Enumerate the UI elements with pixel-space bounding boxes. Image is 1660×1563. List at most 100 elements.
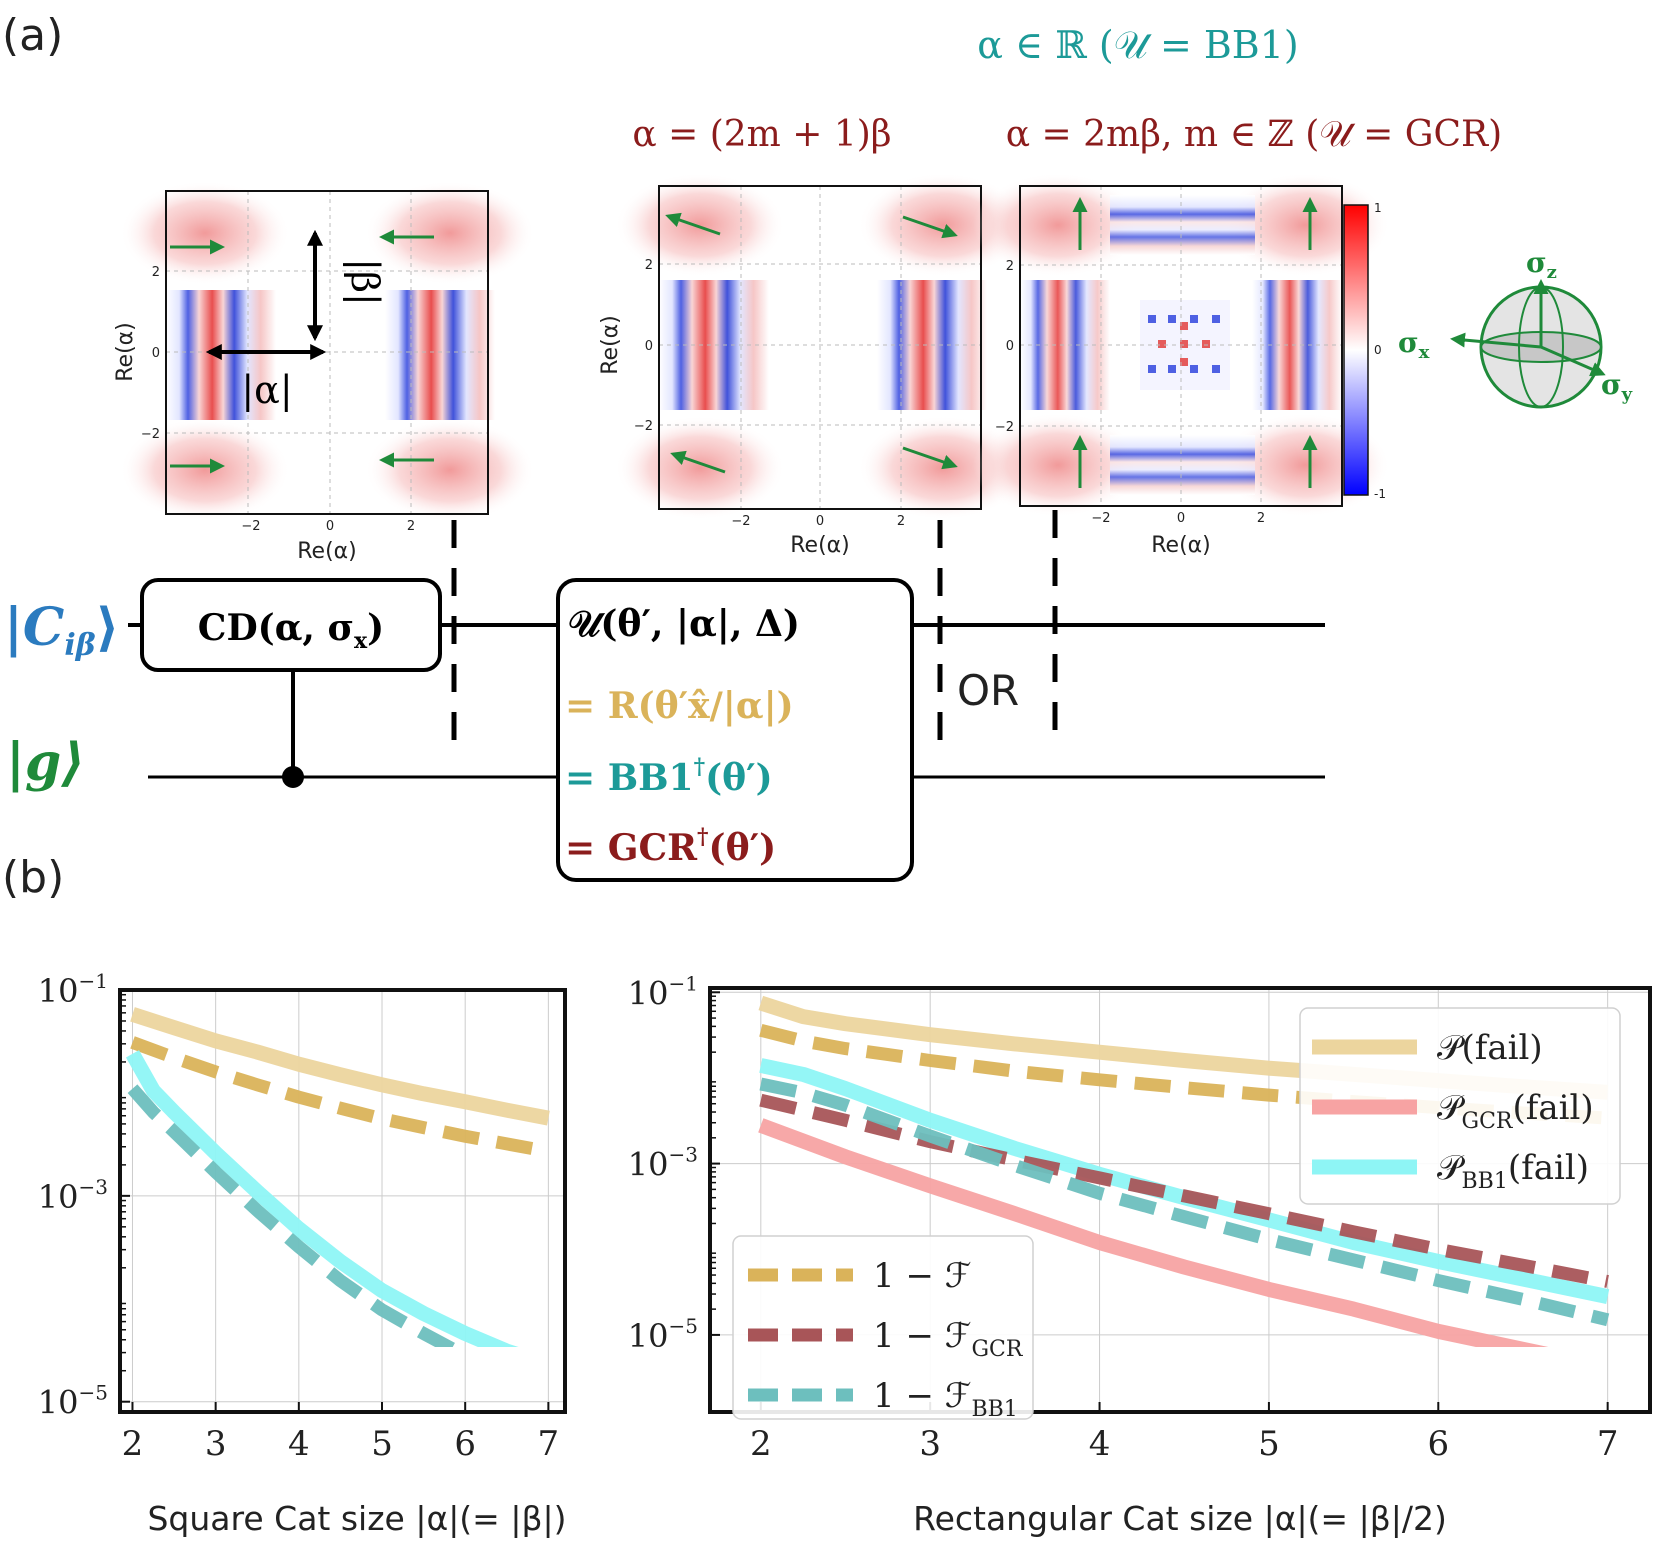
legend-lower: 1 − ℱ 1 − ℱGCR 1 − ℱBB1	[732, 1235, 1034, 1422]
colorbar	[1343, 204, 1369, 496]
w1-ytick: 0	[152, 346, 160, 361]
w1-ytick: 2	[152, 265, 160, 280]
bloch-y-label: σ	[1601, 368, 1622, 401]
plot1-series-2	[125, 1050, 519, 1347]
wigner-plot-3: −2 0 2 2 0 −2 Re(α) 1 0 -1	[973, 173, 1390, 558]
plot1-xtick-label: 2	[122, 1424, 144, 1464]
ket-cat-sub: iβ	[64, 628, 95, 663]
bloch-x-sub: x	[1419, 342, 1430, 363]
bloch-x-label: σ	[1398, 326, 1419, 359]
legend-label: 1 − ℱGCR	[873, 1316, 1024, 1362]
ket-g-label: |g⟩	[6, 732, 85, 793]
alpha-magnitude-label: |α|	[241, 368, 292, 412]
w3-ytick: −2	[995, 420, 1014, 435]
colorbar-tick: -1	[1374, 487, 1386, 501]
w1-xtick: 0	[326, 519, 334, 534]
u-gate-bb1-dagger: †	[694, 754, 706, 780]
w1-ytick: −2	[141, 427, 160, 442]
w2-xtick: 2	[897, 514, 905, 529]
plot2-xtick-label: 3	[919, 1424, 941, 1464]
w1-xtick: −2	[241, 519, 260, 534]
svg-text:σx: σx	[1398, 326, 1430, 363]
w2-xtick: −2	[731, 514, 750, 529]
plot2-ytick-label: 10−1	[628, 971, 698, 1012]
svg-text:|Ciβ⟩: |Ciβ⟩	[4, 597, 119, 663]
legend-label: 1 − ℱBB1	[873, 1376, 1018, 1422]
u-gate-rotation: = R(θ′x̂/|α|)	[565, 685, 794, 727]
svg-text:CD(α, σx): CD(α, σx)	[198, 607, 384, 654]
plot2-ytick-label: 10−5	[628, 1314, 698, 1355]
plot2-ytick-label: 10−3	[628, 1143, 698, 1184]
plot2-xtick-label: 2	[750, 1424, 772, 1464]
bloch-z-sub: z	[1547, 262, 1557, 283]
w3-ytick: 2	[1006, 259, 1014, 274]
plot2-xtick-label: 7	[1597, 1424, 1619, 1464]
bloch-z-label: σ	[1526, 246, 1547, 279]
plot1-frame	[118, 988, 567, 1414]
w1-xtick: 2	[407, 519, 415, 534]
u-gate-gcr-tail: (θ′)	[709, 827, 777, 869]
u-gate-gcr-dagger: †	[697, 824, 709, 850]
bloch-sphere: σz σx σy	[1398, 246, 1633, 409]
w3-xlabel: Re(α)	[1151, 533, 1211, 558]
plot1-ytick-label: 10−5	[38, 1381, 108, 1422]
header-gcr-condition: α = 2mβ, m ∈ ℤ (𝒰 = GCR)	[1006, 114, 1502, 155]
legend-label: 𝒫GCR(fail)	[1437, 1088, 1594, 1134]
plot1-series-3	[127, 1084, 463, 1347]
w3-xtick: 2	[1257, 511, 1265, 526]
legend-upper: 𝒫(fail) 𝒫GCR(fail) 𝒫BB1(fail)	[1299, 1007, 1621, 1205]
w2-ytick: 2	[645, 258, 653, 273]
svg-text:σz: σz	[1526, 246, 1557, 283]
w2-xtick: 0	[816, 514, 824, 529]
cd-gate-box	[140, 578, 442, 672]
beta-magnitude-label: |β|	[343, 258, 387, 306]
w2-ytick: −2	[634, 419, 653, 434]
u-gate-bb1: = BB1	[565, 757, 694, 799]
or-label: OR	[957, 666, 1019, 715]
plot1-xtick-label: 6	[454, 1424, 476, 1464]
bloch-y-sub: y	[1621, 384, 1633, 405]
plot2-series-1	[759, 1023, 1609, 1125]
header-odd-condition: α = (2m + 1)β	[632, 114, 891, 155]
plot1-xtick-label: 3	[205, 1424, 227, 1464]
u-gate-label: 𝒰(θ′, |α|, Δ)	[568, 603, 800, 645]
u-gate-box	[556, 578, 914, 882]
plot2-xlabel: Rectangular Cat size |α|(= |β|/2)	[913, 1499, 1447, 1538]
w1-xlabel: Re(α)	[297, 539, 357, 564]
plot1-ytick-label: 10−3	[38, 1175, 108, 1216]
plot2-series-3	[759, 1093, 1609, 1288]
w3-xtick: 0	[1177, 511, 1185, 526]
legend-label: 𝒫(fail)	[1437, 1028, 1543, 1068]
cd-gate-label: CD(α, σ	[198, 607, 354, 649]
plot2-series-5	[758, 1118, 1549, 1347]
plot-square-cat: 2 3 4 5 6 7 10−1 10−3 10−5 Square Cat size |α|(=…	[38, 969, 567, 1538]
colorbar-tick: 0	[1374, 343, 1382, 357]
plot2-xtick-label: 4	[1089, 1424, 1111, 1464]
plot1-ytick-label: 10−1	[38, 969, 108, 1010]
colorbar-tick: 1	[1374, 201, 1382, 215]
plot1-xtick-label: 7	[538, 1424, 560, 1464]
circuit-diagram: |Ciβ⟩ |g⟩ CD(α, σx) 𝒰(θ′, |α|, Δ) = R(θ′…	[4, 510, 1325, 882]
cd-gate-close: )	[367, 607, 384, 649]
header-bb1-condition: α ∈ ℝ (𝒰 = BB1)	[977, 23, 1298, 67]
w3-ytick: 0	[1006, 339, 1014, 354]
panel-label-b: (b)	[2, 852, 64, 903]
svg-text:= BB1†(θ′): = BB1†(θ′)	[565, 754, 773, 799]
plot2-xtick-label: 6	[1427, 1424, 1449, 1464]
cd-gate-sub: x	[354, 628, 368, 654]
plot1-series-1	[130, 1036, 550, 1158]
svg-text:σy: σy	[1601, 368, 1633, 405]
w3-xtick: −2	[1091, 511, 1110, 526]
u-gate-bb1-tail: (θ′)	[705, 757, 773, 799]
legend-label: 𝒫BB1(fail)	[1437, 1148, 1589, 1194]
plot1-xlabel: Square Cat size |α|(= |β|)	[147, 1499, 566, 1538]
plot1-xtick-label: 4	[288, 1424, 310, 1464]
legend-label: 1 − ℱ	[873, 1256, 971, 1296]
plot1-series-0	[130, 1007, 550, 1126]
plot2-series-4	[759, 1077, 1610, 1327]
ket-cat-label: |C	[4, 597, 64, 658]
plot2-frame	[708, 986, 1652, 1414]
wigner-plot-2: −2 0 2 2 0 −2 Re(α) Re(α)	[598, 173, 1028, 558]
plot2-xtick-label: 5	[1258, 1424, 1280, 1464]
u-gate-gcr: = GCR	[565, 827, 698, 869]
